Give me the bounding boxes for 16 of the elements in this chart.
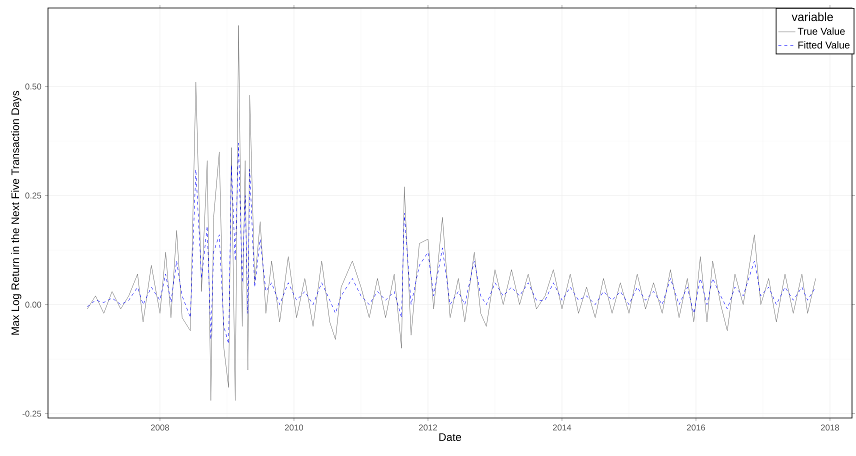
x-tick-label: 2008 <box>150 424 170 431</box>
y-axis-title: Max Log Return in the Next Five Transaction Days <box>11 90 22 335</box>
legend-title: variable <box>792 12 833 22</box>
y-tick-label: 0.00 <box>25 302 42 308</box>
x-tick-label: 2010 <box>284 424 304 431</box>
y-tick-label: 0.50 <box>25 84 42 90</box>
x-tick-label: 2014 <box>552 424 572 431</box>
x-tick-label: 2016 <box>686 424 706 431</box>
x-tick-label: 2012 <box>418 424 437 431</box>
y-tick-label: 0.25 <box>25 192 42 199</box>
x-axis-title: Date <box>439 433 462 442</box>
x-tick-label: 2018 <box>820 424 840 431</box>
legend-label: Fitted Value <box>798 41 850 49</box>
line-series <box>87 142 816 344</box>
y-tick-label: -0.25 <box>22 410 42 417</box>
legend-label: True Value <box>798 28 845 35</box>
